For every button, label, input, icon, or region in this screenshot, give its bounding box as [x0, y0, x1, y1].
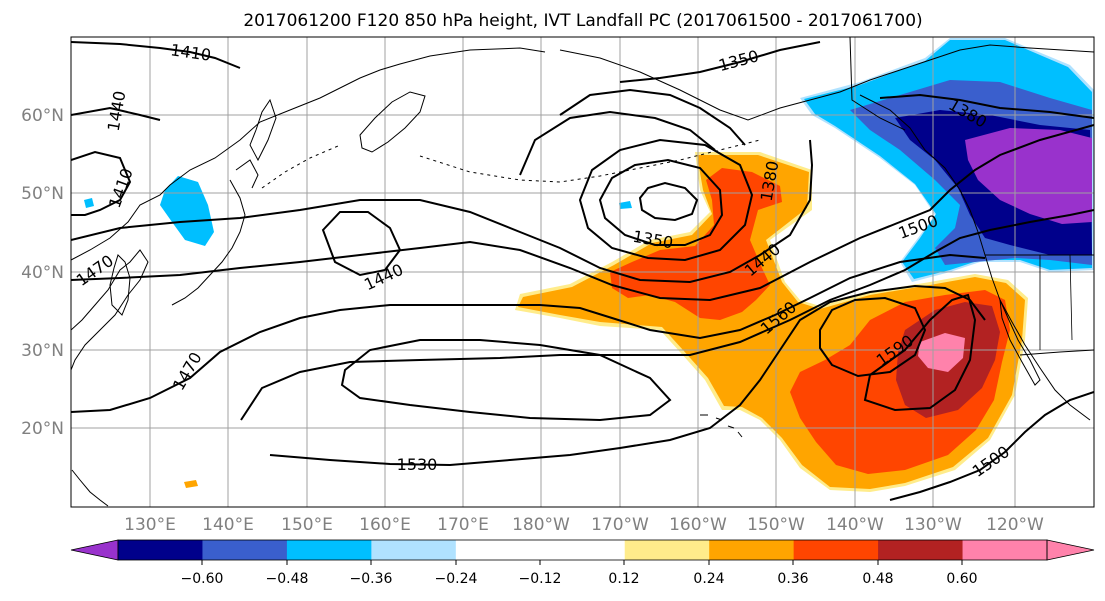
contour-1380-ne [879, 93, 1094, 119]
colorbar-tick-label: −0.24 [435, 571, 478, 587]
lon-label: 180°W [512, 515, 570, 535]
ivt-shade-pos060 [918, 333, 965, 372]
coast-hawaii [700, 414, 743, 438]
colorbar-tick-label: −0.48 [266, 571, 309, 587]
colorbar-block [962, 540, 1048, 560]
border-states [1039, 254, 1073, 350]
ivt-shade-neg-small2 [619, 201, 632, 209]
lat-label: 50°N [21, 184, 64, 204]
coast-asia-mainland [71, 47, 546, 371]
colorbar-labels: −0.60 −0.48 −0.36 −0.24 −0.12 0.12 0.24 … [181, 571, 978, 587]
contour-1350-low [638, 181, 699, 222]
colorbar-tick-label: −0.12 [519, 571, 562, 587]
coast-korea [109, 254, 131, 316]
colorbar-block [624, 540, 710, 560]
coast-kamchatka [359, 91, 426, 153]
colorbar-tick-label: 0.24 [693, 571, 724, 587]
lat-label: 60°N [21, 106, 64, 126]
coastlines [71, 44, 1094, 507]
contour-1440-main [71, 139, 814, 284]
border-canada-alaska [849, 37, 906, 131]
colorbar-block [118, 540, 203, 560]
colorbar-block [371, 540, 457, 560]
lon-label: 160°W [669, 515, 727, 535]
lat-label: 30°N [21, 341, 64, 361]
colorbar-block [202, 540, 288, 560]
lon-label: 170°W [591, 515, 649, 535]
contour-1410-west [71, 150, 132, 216]
ivt-shade-neg-small [84, 198, 94, 208]
contour-1500-se [889, 391, 1094, 501]
borders [849, 37, 1094, 356]
lat-label: 20°N [21, 419, 64, 439]
contour-1470-main [71, 124, 1094, 302]
lon-label: 130°E [124, 515, 176, 535]
latitude-labels: 60°N 50°N 40°N 30°N 20°N [21, 106, 64, 439]
map-panel: 1410 1350 1440 1410 1380 1380 1350 1500 … [71, 37, 1094, 507]
colorbar-ticks [201, 560, 963, 565]
ivt-shade-small-pos [184, 480, 198, 488]
colorbar-extend-high [1046, 539, 1095, 561]
colorbar: −0.60 −0.48 −0.36 −0.24 −0.12 0.12 0.24 … [70, 539, 1095, 587]
map-frame [70, 36, 1095, 508]
ivt-shade-neg060 [965, 128, 1092, 224]
contour-1380 [598, 158, 724, 246]
ivt-shade-pos036-north [610, 168, 782, 320]
lon-label: 160°E [359, 515, 411, 535]
colorbar-tick-label: −0.36 [350, 571, 393, 587]
contour-1470-south [71, 253, 986, 413]
colorbar-tick-label: 0.12 [608, 571, 639, 587]
colorbar-extend-low [70, 539, 119, 561]
lon-label: 170°E [437, 515, 489, 535]
height-contours [71, 41, 1094, 501]
lon-label: 140°E [202, 515, 254, 535]
coast-kuril-aleutian [261, 139, 761, 189]
lon-label: 150°W [747, 515, 805, 535]
coast-sakhalin [249, 98, 277, 162]
figure-title: 2017061200 F120 850 hPa height, IVT Land… [243, 11, 922, 31]
contour-1590 [863, 293, 977, 412]
contour-1380-arc [519, 110, 716, 176]
colorbar-block [878, 540, 964, 560]
coast-philippines [71, 469, 109, 507]
colorbar-block [540, 540, 626, 560]
colorbar-blocks [118, 540, 1048, 560]
colorbar-tick-label: 0.48 [862, 571, 893, 587]
border-us-mexico [1019, 349, 1094, 356]
contour-label: 1530 [397, 455, 438, 474]
contour-1410-mid [578, 138, 754, 262]
lon-label: 140°W [826, 515, 884, 535]
ivt-negative-shading [84, 38, 1094, 282]
contour-1500-main [240, 209, 1094, 421]
coast-baja [999, 299, 1041, 386]
colorbar-tick-label: 0.60 [946, 571, 977, 587]
longitude-labels: 130°E 140°E 150°E 160°E 170°E 180°W 170°… [124, 515, 1044, 535]
lon-label: 150°E [281, 515, 333, 535]
contour-1530-main [269, 284, 986, 467]
colorbar-frame [117, 539, 1048, 561]
contour-1440-nw [71, 106, 161, 121]
colorbar-block [286, 540, 372, 560]
lon-label: 130°W [904, 515, 962, 535]
coast-japan [171, 159, 259, 306]
colorbar-tick-label: −0.60 [181, 571, 224, 587]
contour-1560-ring [819, 296, 927, 378]
coast-alaska [559, 44, 1094, 121]
colorbar-tick-label: 0.36 [777, 571, 808, 587]
contour-1350-north [619, 41, 821, 83]
contour-1410-north [71, 41, 241, 69]
contour-1530-ring [340, 339, 672, 422]
lon-label: 120°W [986, 515, 1044, 535]
contour-1410-alaska [559, 88, 746, 146]
colorbar-block [793, 540, 879, 560]
lat-label: 40°N [21, 263, 64, 283]
colorbar-block [709, 540, 795, 560]
colorbar-block [455, 540, 541, 560]
